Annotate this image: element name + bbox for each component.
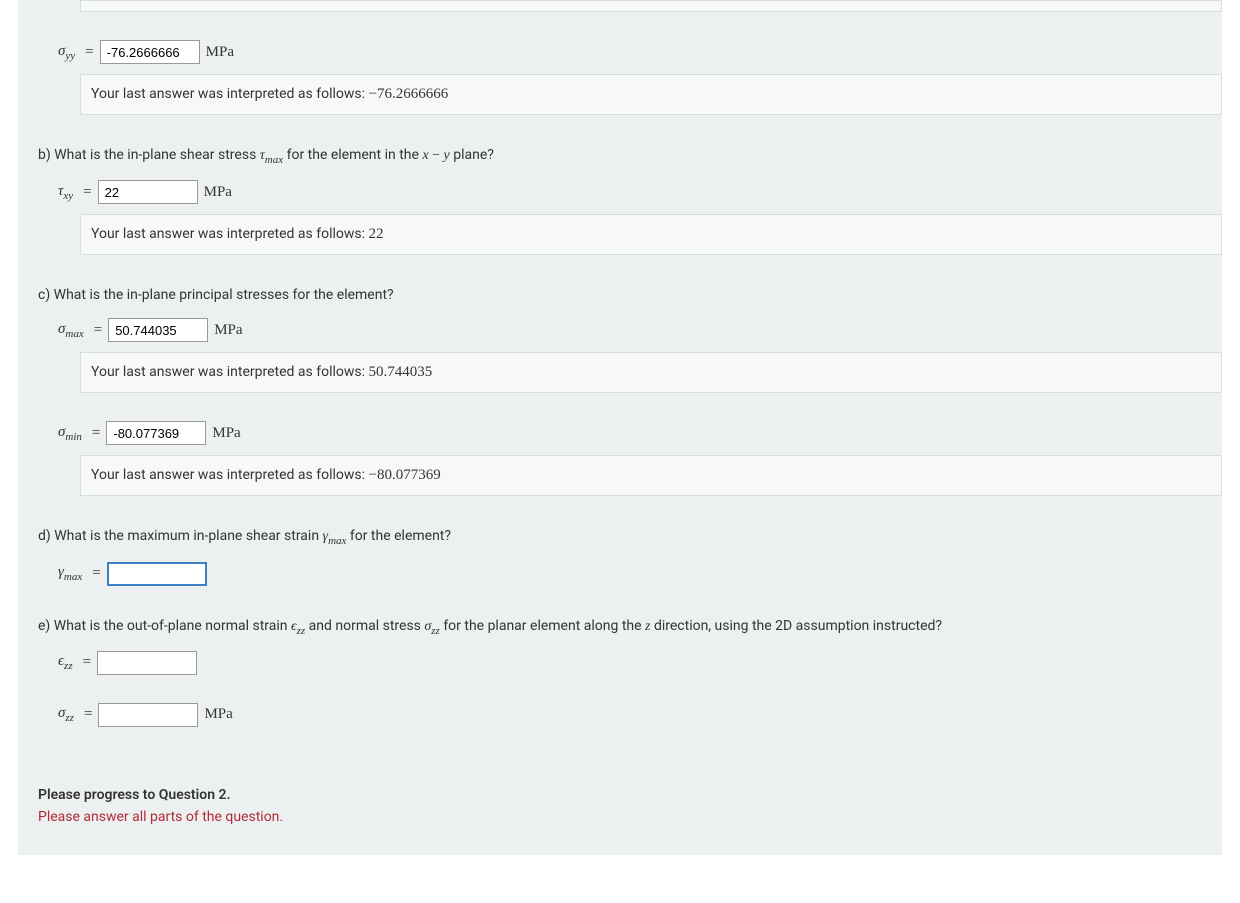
- question-c-text: c) What is the in-plane principal stress…: [38, 285, 1202, 306]
- question-d-text: d) What is the maximum in-plane shear st…: [38, 526, 1202, 549]
- equals-sign: =: [83, 184, 91, 201]
- feedback-prefix: Your last answer was interpreted as foll…: [91, 364, 368, 380]
- input-epsilon-zz[interactable]: [97, 651, 197, 675]
- question-container: σyy = MPa Your last answer was interpret…: [18, 0, 1222, 855]
- answer-row-sigma-min: σmin = MPa: [58, 421, 1222, 445]
- var-label-gamma-max: γmax: [58, 564, 82, 583]
- feedback-value-sigma-yy: −76.2666666: [368, 86, 448, 102]
- unit-sigma-yy: MPa: [206, 44, 234, 61]
- answer-row-sigma-zz: σzz = MPa: [58, 703, 1222, 727]
- input-sigma-min[interactable]: [106, 421, 206, 445]
- equals-sign: =: [94, 322, 102, 339]
- progress-text: Please progress to Question 2.: [38, 787, 1202, 803]
- answer-row-tau-xy: τxy = MPa: [58, 180, 1222, 204]
- unit-tau-xy: MPa: [204, 184, 232, 201]
- error-text: Please answer all parts of the question.: [38, 809, 1202, 825]
- answer-row-epsilon-zz: ϵzz =: [58, 651, 1222, 675]
- feedback-value-tau-xy: 22: [368, 226, 383, 242]
- equals-sign: =: [83, 654, 91, 671]
- input-sigma-yy[interactable]: [100, 40, 200, 64]
- var-label-sigma-min: σmin: [58, 424, 82, 443]
- question-e-text: e) What is the out-of-plane normal strai…: [38, 616, 1202, 639]
- unit-sigma-min: MPa: [212, 425, 240, 442]
- var-label-sigma-zz: σzz: [58, 705, 74, 724]
- input-gamma-max[interactable]: [107, 562, 207, 586]
- feedback-prefix: Your last answer was interpreted as foll…: [91, 86, 368, 102]
- feedback-value-sigma-max: 50.744035: [368, 364, 432, 380]
- unit-sigma-max: MPa: [214, 322, 242, 339]
- var-label-sigma-yy: σyy: [58, 43, 75, 62]
- equals-sign: =: [85, 44, 93, 61]
- equals-sign: =: [92, 425, 100, 442]
- var-label-epsilon-zz: ϵzz: [58, 653, 73, 672]
- feedback-sigma-min: Your last answer was interpreted as foll…: [80, 455, 1222, 496]
- feedback-tau-xy: Your last answer was interpreted as foll…: [80, 214, 1222, 255]
- feedback-value-sigma-min: −80.077369: [368, 467, 440, 483]
- feedback-sigma-max: Your last answer was interpreted as foll…: [80, 352, 1222, 393]
- input-tau-xy[interactable]: [98, 180, 198, 204]
- unit-sigma-zz: MPa: [204, 706, 232, 723]
- answer-row-sigma-yy: σyy = MPa: [58, 40, 1222, 64]
- input-sigma-zz[interactable]: [98, 703, 198, 727]
- equals-sign: =: [92, 565, 100, 582]
- feedback-prefix: Your last answer was interpreted as foll…: [91, 467, 368, 483]
- question-b-text: b) What is the in-plane shear stress τma…: [38, 145, 1202, 168]
- answer-row-sigma-max: σmax = MPa: [58, 318, 1222, 342]
- feedback-sigma-yy: Your last answer was interpreted as foll…: [80, 74, 1222, 115]
- answer-row-gamma-max: γmax =: [58, 562, 1222, 586]
- var-label-tau-xy: τxy: [58, 183, 73, 202]
- equals-sign: =: [84, 706, 92, 723]
- feedback-box-top: [80, 0, 1222, 12]
- var-label-sigma-max: σmax: [58, 321, 84, 340]
- input-sigma-max[interactable]: [108, 318, 208, 342]
- feedback-prefix: Your last answer was interpreted as foll…: [91, 226, 368, 242]
